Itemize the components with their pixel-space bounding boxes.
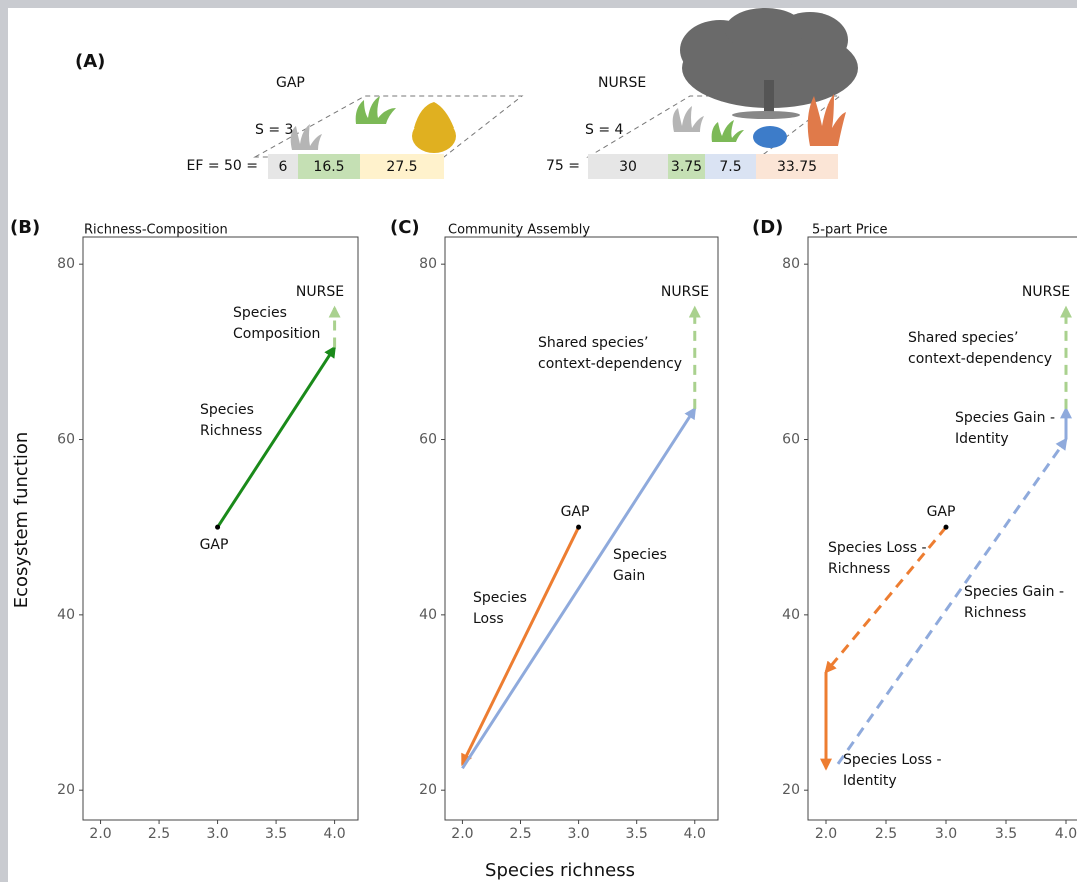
y-tick-label: 20 (782, 782, 800, 798)
x-tick-label: 3.5 (626, 826, 648, 842)
annotation: Gain (613, 568, 645, 584)
x-tick-label: 2.0 (815, 826, 837, 842)
panel-label: (A) (75, 51, 105, 72)
annotation: Shared species’ (908, 330, 1018, 346)
annotation: Richness (964, 605, 1026, 621)
annotation: Shared species’ (538, 335, 648, 351)
panel-label: (D) (752, 217, 783, 238)
panel-label: (B) (10, 217, 40, 238)
y-tick-label: 80 (57, 256, 75, 272)
start-point (576, 525, 581, 530)
annotation: Richness (828, 561, 890, 577)
annotation: Loss (473, 611, 504, 627)
x-tick-label: 3.5 (265, 826, 287, 842)
x-tick-label: 3.0 (206, 826, 228, 842)
annotation: Species (233, 305, 287, 321)
y-axis-label: Ecosystem function (11, 432, 32, 609)
ef-part-value: 27.5 (386, 159, 417, 175)
annotation: Species (473, 590, 527, 606)
x-tick-label: 4.0 (323, 826, 345, 842)
annotation: Species Gain - (964, 584, 1064, 600)
start-point (944, 525, 949, 530)
y-tick-label: 40 (782, 607, 800, 623)
y-tick-label: 60 (419, 432, 437, 448)
annotation: Species Loss - (828, 540, 927, 556)
annotation: Species Gain - (955, 410, 1055, 426)
ef-label: 75 = (546, 158, 580, 174)
x-tick-label: 2.5 (509, 826, 531, 842)
y-tick-label: 40 (419, 607, 437, 623)
x-tick-label: 2.5 (875, 826, 897, 842)
ef-part-value: 30 (619, 159, 637, 175)
annotation: Species (200, 402, 254, 418)
richness-label: S = 3 (255, 122, 293, 138)
x-tick-label: 3.0 (935, 826, 957, 842)
ef-part-value: 16.5 (313, 159, 344, 175)
annotation: NURSE (296, 284, 344, 300)
annotation: GAP (927, 504, 956, 520)
panel-label: (C) (390, 217, 420, 238)
annotation: Richness (200, 423, 262, 439)
ef-part-value: 3.75 (671, 159, 702, 175)
x-tick-label: 2.0 (451, 826, 473, 842)
annotation: GAP (561, 504, 590, 520)
annotation: NURSE (661, 284, 709, 300)
y-tick-label: 60 (782, 432, 800, 448)
y-tick-label: 40 (57, 607, 75, 623)
richness-label: S = 4 (585, 122, 624, 138)
annotation: Species (613, 547, 667, 563)
annotation: NURSE (1022, 284, 1070, 300)
plot-name: NURSE (598, 75, 646, 91)
plot-name: GAP (276, 75, 305, 91)
ef-part-value: 33.75 (777, 159, 817, 175)
panel-title: 5-part Price (812, 223, 887, 238)
y-tick-label: 80 (782, 256, 800, 272)
y-tick-label: 60 (57, 432, 75, 448)
y-tick-label: 20 (57, 782, 75, 798)
ef-part-value: 6 (279, 159, 288, 175)
annotation: GAP (200, 537, 229, 553)
annotation: Identity (955, 431, 1009, 447)
panel-title: Richness-Composition (84, 223, 228, 238)
panel-title: Community Assembly (448, 223, 590, 238)
x-tick-label: 3.0 (567, 826, 589, 842)
start-point (215, 525, 220, 530)
x-axis-label: Species richness (485, 860, 635, 881)
annotation: context-dependency (908, 351, 1052, 367)
annotation: Identity (843, 773, 897, 789)
x-tick-label: 4.0 (684, 826, 706, 842)
figure: (A) GAP S = 3 EF = 50 = 6 16.5 27.5 NURSE S = 4… (0, 0, 1077, 882)
ef-part-value: 7.5 (719, 159, 741, 175)
annotation: Composition (233, 326, 320, 342)
y-tick-label: 80 (419, 256, 437, 272)
y-tick-label: 20 (419, 782, 437, 798)
ef-label: EF = 50 = (186, 158, 258, 174)
x-tick-label: 2.5 (148, 826, 170, 842)
x-tick-label: 3.5 (995, 826, 1017, 842)
x-tick-label: 4.0 (1055, 826, 1077, 842)
annotation: Species Loss - (843, 752, 942, 768)
x-tick-label: 2.0 (89, 826, 111, 842)
canvas (8, 8, 1077, 882)
annotation: context-dependency (538, 356, 682, 372)
